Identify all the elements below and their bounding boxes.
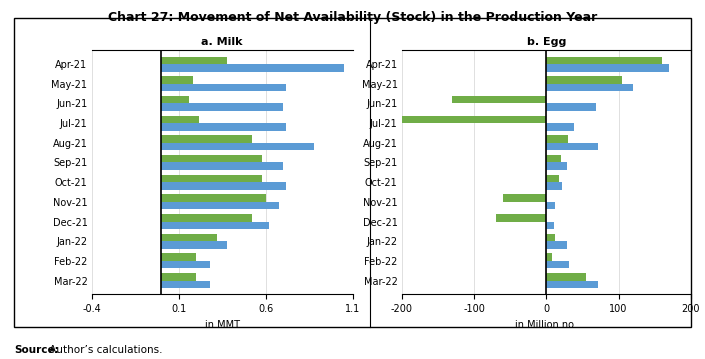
Bar bbox=[161, 253, 196, 261]
Bar bbox=[402, 116, 546, 123]
Bar bbox=[161, 84, 286, 91]
Bar bbox=[161, 135, 252, 143]
Bar bbox=[453, 96, 546, 103]
Bar bbox=[546, 175, 559, 182]
Bar bbox=[161, 64, 344, 71]
Bar bbox=[546, 123, 574, 131]
Bar bbox=[546, 143, 599, 150]
Title: a. Milk: a. Milk bbox=[202, 37, 243, 47]
Bar bbox=[546, 103, 596, 111]
Bar bbox=[546, 281, 599, 288]
Bar bbox=[161, 57, 227, 64]
Bar bbox=[161, 96, 189, 103]
Bar bbox=[161, 241, 227, 249]
Bar bbox=[546, 182, 563, 190]
Bar bbox=[546, 234, 555, 241]
Bar bbox=[161, 214, 252, 222]
Bar bbox=[546, 273, 586, 281]
Bar bbox=[546, 76, 623, 84]
Bar bbox=[161, 261, 210, 269]
Text: Chart 27: Movement of Net Availability (Stock) in the Production Year: Chart 27: Movement of Net Availability (… bbox=[108, 11, 597, 24]
Bar bbox=[496, 214, 546, 222]
Bar bbox=[161, 116, 200, 123]
Bar bbox=[546, 163, 567, 170]
Bar bbox=[161, 103, 283, 111]
Bar bbox=[161, 281, 210, 288]
Bar bbox=[161, 202, 279, 209]
Text: Author’s calculations.: Author’s calculations. bbox=[46, 345, 162, 355]
Bar bbox=[546, 135, 568, 143]
Bar bbox=[161, 175, 262, 182]
Title: b. Egg: b. Egg bbox=[527, 37, 566, 47]
Bar bbox=[546, 241, 567, 249]
Bar bbox=[161, 182, 286, 190]
Bar bbox=[161, 76, 192, 84]
Bar bbox=[161, 123, 286, 131]
Bar bbox=[161, 273, 196, 281]
Bar bbox=[546, 84, 633, 91]
Bar bbox=[503, 194, 546, 202]
Bar bbox=[161, 234, 217, 241]
Bar bbox=[161, 163, 283, 170]
Bar bbox=[161, 222, 269, 229]
Bar bbox=[546, 261, 570, 269]
Bar bbox=[161, 194, 266, 202]
Text: Source:: Source: bbox=[14, 345, 59, 355]
Bar bbox=[161, 155, 262, 163]
Bar bbox=[161, 143, 314, 150]
Bar bbox=[546, 64, 669, 71]
X-axis label: in MMT: in MMT bbox=[204, 320, 240, 330]
Bar bbox=[546, 222, 553, 229]
Bar bbox=[546, 57, 662, 64]
Bar bbox=[546, 155, 561, 163]
X-axis label: in Million no.: in Million no. bbox=[515, 320, 577, 330]
Bar bbox=[546, 253, 552, 261]
Bar bbox=[546, 202, 555, 209]
